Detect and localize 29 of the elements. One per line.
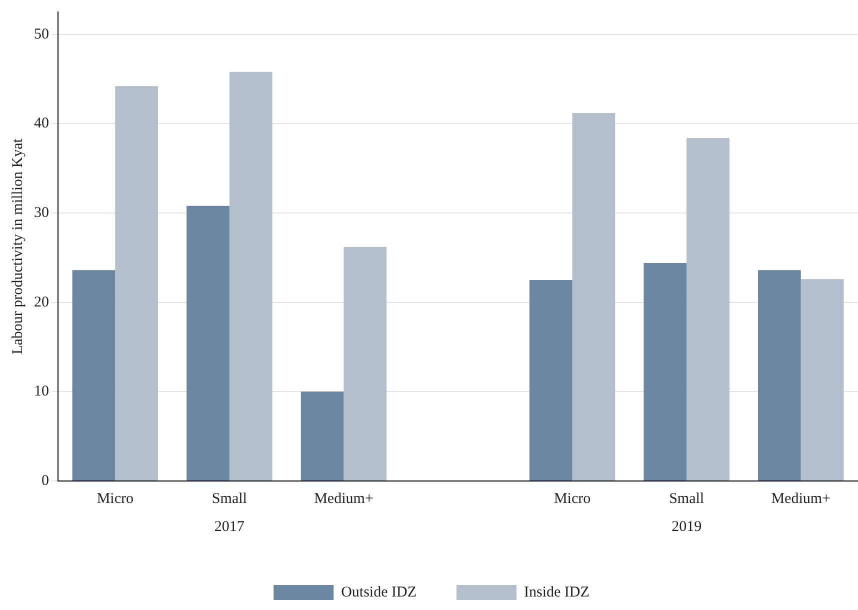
bar	[529, 280, 572, 480]
bar	[229, 72, 272, 480]
bar	[686, 138, 730, 480]
y-tick-label: 40	[34, 116, 49, 132]
y-tick-label: 20	[34, 294, 49, 310]
bar	[186, 206, 230, 480]
text: 2017	[214, 518, 245, 535]
x-tick-label: Medium+	[771, 490, 831, 507]
bar	[72, 270, 116, 480]
y-tick-label: 10	[34, 384, 49, 400]
x-tick-label: Medium+	[314, 490, 374, 507]
text: 2019	[672, 518, 702, 535]
legend-label: Inside IDZ	[524, 584, 590, 600]
y-tick-label: 30	[34, 204, 49, 221]
bar	[572, 112, 616, 480]
y-axis-title: Labour productivity in million Kyat	[10, 138, 26, 354]
x-tick-label: Small	[669, 490, 704, 507]
x-tick-label: Small	[212, 490, 247, 507]
legend-label: Outside IDZ	[341, 584, 417, 600]
bar	[758, 270, 801, 480]
bar	[115, 86, 158, 480]
bar	[800, 279, 844, 480]
bar	[300, 392, 344, 480]
y-tick-label: 50	[34, 26, 49, 42]
y-tick-label: 0	[42, 472, 49, 489]
bar	[644, 263, 687, 480]
bar	[344, 246, 387, 480]
x-tick-label: Micro	[554, 490, 591, 507]
x-tick-label: Micro	[96, 490, 134, 507]
